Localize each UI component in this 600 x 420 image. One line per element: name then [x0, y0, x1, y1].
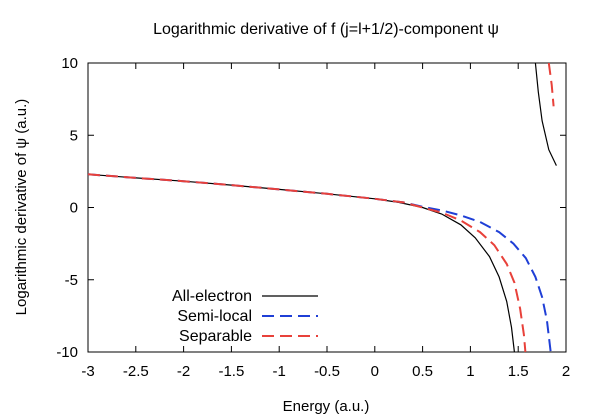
- series-line-all-electron: [87, 173, 515, 353]
- y-axis-label: Logarithmic derivative of ψ (a.u.): [13, 99, 30, 316]
- x-tick-label: -2: [177, 363, 190, 380]
- x-tick-label: 0: [371, 363, 379, 380]
- series-line-separable: [547, 62, 555, 107]
- series-line-semi-local: [87, 173, 552, 353]
- x-tick-label: 0.5: [412, 363, 433, 380]
- x-tick-label: -2.5: [123, 363, 149, 380]
- legend-label: All-electron: [172, 288, 252, 305]
- y-tick-label: 0: [70, 200, 78, 217]
- x-tick-label: -3: [81, 363, 94, 380]
- x-tick-label: 1: [466, 363, 474, 380]
- legend: All-electron Semi-local Separable: [172, 288, 318, 345]
- legend-label: Semi-local: [177, 308, 252, 325]
- x-axis-label: Energy (a.u.): [283, 398, 370, 415]
- x-tick-label: -0.5: [314, 363, 340, 380]
- x-tick-label: 2: [562, 363, 570, 380]
- y-tick-label: 5: [70, 127, 78, 144]
- plot-frame: [87, 62, 567, 353]
- plot-lines: [87, 62, 557, 353]
- series-line-separable: [87, 173, 527, 353]
- y-tick-label: 10: [61, 55, 78, 72]
- chart-title: Logarithmic derivative of f (j=l+1/2)-co…: [153, 21, 499, 38]
- axis-ticks: -3 -2.5 -2 -1.5 -1 -0.5 0 0.5 1 1.5 2 -10 -5 0 5 10: [56, 55, 570, 380]
- x-tick-label: -1: [273, 363, 286, 380]
- series-line-all-electron: [534, 62, 557, 166]
- x-tick-label: 1.5: [508, 363, 529, 380]
- y-tick-label: -10: [56, 344, 78, 361]
- x-tick-label: -1.5: [218, 363, 244, 380]
- legend-label: Separable: [179, 328, 252, 345]
- y-tick-label: -5: [65, 272, 78, 289]
